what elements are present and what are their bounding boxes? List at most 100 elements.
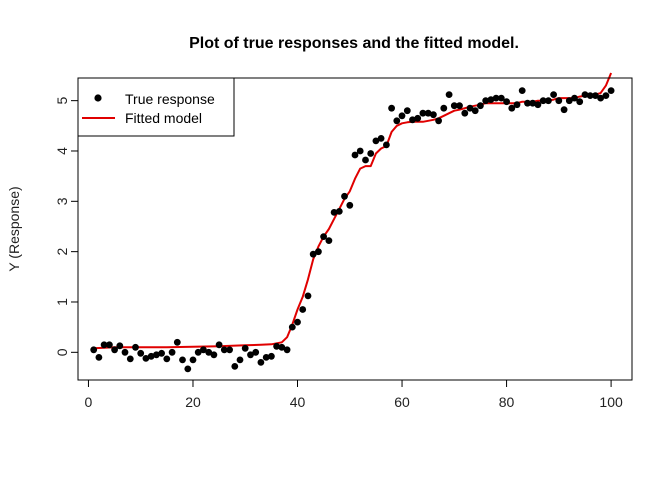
true-response-point [550, 91, 557, 98]
x-tick-label: 40 [290, 394, 306, 410]
true-response-point [560, 106, 568, 114]
y-tick-label: 2 [54, 248, 70, 256]
chart-title: Plot of true responses and the fitted mo… [189, 35, 519, 52]
true-response-point [524, 99, 531, 107]
true-response-point [315, 248, 322, 256]
true-response-point [414, 114, 422, 122]
true-response-point [367, 150, 375, 157]
true-response-point [273, 342, 280, 350]
y-tick-label: 4 [54, 147, 70, 155]
legend-label-true-response: True response [125, 91, 215, 107]
true-response-point [320, 233, 327, 241]
true-response-point [545, 97, 552, 105]
true-response-point [189, 356, 197, 364]
true-response-point [356, 147, 364, 155]
true-response-point [456, 102, 463, 110]
x-tick-label: 100 [599, 394, 623, 410]
true-response-point [592, 92, 599, 99]
true-response-point [299, 306, 307, 313]
true-response-point [466, 104, 474, 112]
legend-box [77, 77, 235, 137]
true-response-point [607, 87, 615, 94]
true-response-point [179, 356, 186, 364]
true-response-point [147, 352, 155, 360]
true-response-point [226, 346, 234, 354]
true-response-point [403, 107, 411, 115]
true-response-point [294, 318, 301, 326]
true-response-point [497, 94, 505, 102]
legend-label-fitted-model: Fitted model [125, 110, 202, 126]
true-response-point [555, 97, 563, 105]
true-response-point [100, 341, 108, 349]
true-response-point [482, 97, 490, 105]
true-response-point [461, 109, 469, 117]
true-response-point [576, 98, 584, 106]
true-response-point [137, 349, 145, 357]
true-response-point [325, 237, 333, 245]
x-tick-label: 60 [394, 394, 410, 410]
true-response-point [247, 351, 254, 359]
true-response-point [351, 151, 359, 159]
true-response-point [262, 354, 270, 361]
true-response-point [278, 343, 286, 351]
x-tick-label: 80 [499, 394, 515, 410]
true-response-point [158, 349, 166, 357]
true-response-point [477, 102, 484, 110]
true-response-point [346, 201, 354, 209]
y-axis-label: Y (Response) [6, 186, 22, 271]
true-response-point [534, 101, 542, 109]
true-response-point [430, 111, 437, 119]
true-response-point [419, 109, 427, 117]
true-response-point [194, 348, 202, 356]
true-response-point [424, 109, 432, 117]
true-response-point [330, 209, 338, 216]
true-response-point [398, 112, 406, 120]
true-response-point [304, 292, 312, 300]
true-response-point [288, 323, 296, 331]
true-response-point [383, 141, 390, 149]
true-response-point [132, 343, 139, 351]
true-response-point [586, 92, 594, 99]
true-response-point [539, 97, 547, 105]
y-axis: 0 1 2 3 4 5 [54, 97, 78, 356]
true-response-point [571, 94, 578, 102]
true-response-point [168, 348, 176, 356]
true-response-point [153, 351, 160, 359]
true-response-point [90, 346, 98, 354]
true-response-point [231, 363, 239, 370]
true-response-point [215, 341, 223, 349]
plot-area [90, 72, 615, 373]
y-tick-label: 1 [54, 298, 70, 306]
true-response-point [184, 365, 192, 373]
true-response-point [445, 91, 453, 98]
true-response-point [597, 94, 604, 102]
true-response-point [341, 192, 348, 200]
true-response-point [200, 346, 207, 354]
x-tick-label: 0 [85, 394, 93, 410]
x-axis: 0 20 40 60 80 100 [85, 380, 623, 410]
true-response-point [362, 156, 369, 164]
true-response-point [409, 116, 416, 124]
true-response-point [95, 354, 103, 361]
true-response-point [121, 348, 129, 356]
true-response-point [205, 348, 213, 356]
true-response-point [487, 96, 495, 103]
true-response-point [220, 346, 228, 354]
true-response-point [106, 341, 113, 349]
true-response-point [565, 97, 573, 105]
true-response-point [471, 107, 479, 115]
true-response-point [581, 91, 589, 98]
true-response-point [283, 346, 291, 354]
true-response-point [388, 104, 395, 112]
y-tick-label: 5 [54, 97, 70, 105]
true-response-point [116, 342, 124, 350]
plot-frame [77, 77, 633, 381]
true-response-point [252, 348, 260, 356]
true-response-point [450, 102, 458, 110]
y-tick-label: 3 [54, 197, 70, 205]
x-tick-label: 20 [185, 394, 201, 410]
true-response-point [163, 355, 171, 363]
true-response-point [602, 92, 610, 99]
true-response-point [440, 104, 448, 112]
